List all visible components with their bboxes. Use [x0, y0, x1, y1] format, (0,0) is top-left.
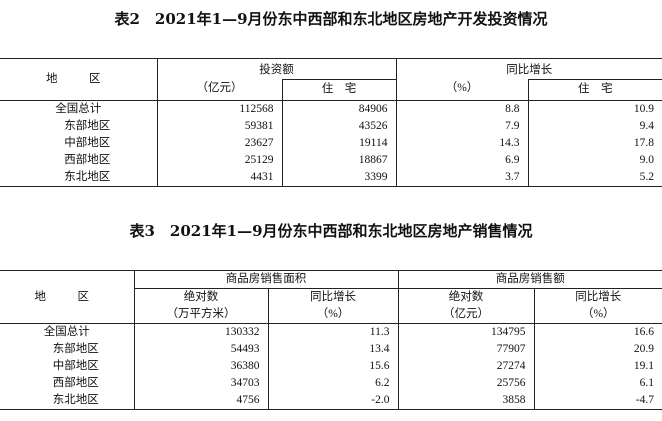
area-cell: 36380 [230, 360, 260, 372]
investment-unit: （亿元） [196, 81, 243, 94]
area-unit: （万平方米） [166, 308, 236, 320]
area-cell: 54493 [230, 343, 260, 355]
sales-cell: 27274 [397, 358, 534, 375]
sales-yoy-cell: 6.1 [533, 375, 662, 392]
table-row: 西部地区 34703 6.2 25756 6.1 [0, 375, 662, 392]
investment-residential-cell: 18867 [281, 151, 396, 169]
sales-cell: 25756 [397, 375, 534, 392]
yoy-cell: 3.7 [395, 168, 528, 186]
area-abs-header: 绝对数 [183, 291, 219, 303]
table-row: 东北地区 4756 -2.0 3858 -4.7 [0, 392, 662, 410]
yoy-residential-cell: 9.0 [527, 151, 662, 169]
table-row: 中部地区 36380 15.6 27274 19.1 [0, 358, 662, 375]
sales-yoy-cell: 20.9 [533, 341, 662, 358]
region-cell: 中部地区 [0, 134, 158, 152]
investment-table: 地 区 投资额 同比增长 （亿元） 住 宅 （%） 住 宅 全国总计 112568… [0, 58, 662, 187]
investment-residential-cell: 84906 [281, 99, 396, 118]
area-yoy-cell: 13.4 [267, 341, 398, 358]
sales-unit: （亿元） [397, 306, 534, 324]
region-header: 地 区 [0, 58, 158, 100]
area-group-header: 商品房销售面积 [134, 270, 398, 289]
sales-cell: 3858 [397, 392, 534, 410]
sales-yoy-cell: 19.1 [533, 358, 662, 375]
area-cell: 34703 [230, 377, 260, 389]
sales-yoy-header: 同比增长 [533, 288, 662, 306]
area-yoy-cell: 6.2 [267, 375, 398, 392]
region-cell: 全国总计 [0, 99, 158, 118]
area-yoy-cell: 15.6 [267, 358, 398, 375]
area-cell: 4756 [236, 394, 260, 406]
region-cell: 中部地区 [0, 358, 135, 375]
investment-cell: 112568 [157, 99, 282, 118]
sales-group-header: 商品房销售额 [397, 270, 662, 289]
yoy-cell: 7.9 [395, 117, 528, 135]
investment-residential-cell: 3399 [281, 168, 396, 186]
investment-residential-cell: 19114 [281, 134, 396, 152]
table3-title: 表3 2021年1—9月份东中西部和东北地区房地产销售情况 [129, 222, 533, 240]
sales-abs-header: 绝对数 [397, 288, 534, 306]
yoy-cell: 8.8 [395, 99, 528, 118]
yoy-residential-cell: 10.9 [527, 99, 662, 118]
investment-cell: 4431 [250, 170, 274, 183]
region-cell: 东北地区 [0, 392, 135, 410]
sales-table: 地 区 商品房销售面积 商品房销售额 绝对数 同比增长 绝对数 同比增长 （万平… [0, 270, 662, 410]
area-cell: 130332 [134, 323, 268, 341]
yoy-cell: 6.9 [395, 151, 528, 169]
yoy-residential-cell: 17.8 [527, 134, 662, 152]
region-cell: 西部地区 [0, 375, 135, 392]
region-header: 地 区 [0, 270, 135, 324]
region-cell: 西部地区 [0, 151, 158, 169]
table-row: 东部地区 59381 43526 7.9 9.4 [0, 117, 662, 135]
sales-yoy-cell: 16.6 [533, 323, 662, 341]
area-yoy-unit: （%） [267, 306, 398, 324]
table-row: 西部地区 25129 18867 6.9 9.0 [0, 151, 662, 169]
table-row: 全国总计 112568 84906 8.8 10.9 [0, 99, 662, 118]
area-yoy-header: 同比增长 [267, 288, 398, 306]
residential-header: 住 宅 [281, 79, 396, 100]
table-row: 东部地区 54493 13.4 77907 20.9 [0, 341, 662, 358]
region-cell: 东北地区 [0, 168, 158, 186]
table2-title: 表2 2021年1—9月份东中西部和东北地区房地产开发投资情况 [114, 10, 548, 28]
table-row: 中部地区 23627 19114 14.3 17.8 [0, 134, 662, 152]
area-yoy-cell: -2.0 [267, 392, 398, 410]
region-cell: 全国总计 [0, 323, 135, 341]
region-cell: 东部地区 [0, 117, 158, 135]
investment-header: 投资额 [259, 64, 294, 76]
yoy-cell: 14.3 [395, 134, 528, 152]
investment-residential-cell: 43526 [281, 117, 396, 135]
investment-cell: 25129 [244, 153, 274, 166]
yoy-residential-cell: 5.2 [527, 168, 662, 186]
investment-cell: 59381 [244, 119, 274, 132]
yoy-header: 同比增长 [395, 58, 662, 80]
investment-cell: 23627 [244, 136, 274, 149]
area-yoy-cell: 11.3 [267, 323, 398, 341]
sales-yoy-cell: -4.7 [533, 392, 662, 410]
investment-table-body: 全国总计 112568 84906 8.8 10.9 东部地区 59381 43526 7.9 9… [0, 99, 662, 186]
region-cell: 东部地区 [0, 341, 135, 358]
table-row: 全国总计 130332 11.3 134795 16.6 [0, 323, 662, 341]
yoy-residential-header: 住 宅 [527, 79, 662, 100]
sales-cell: 77907 [397, 341, 534, 358]
yoy-residential-cell: 9.4 [527, 117, 662, 135]
sales-cell: 134795 [397, 323, 534, 341]
sales-yoy-unit: （%） [533, 306, 662, 324]
yoy-unit: （%） [395, 79, 528, 100]
sales-table-body: 全国总计 130332 11.3 134795 16.6 东部地区 54493 13.4 779… [0, 323, 662, 410]
table-row: 东北地区 4431 3399 3.7 5.2 [0, 168, 662, 186]
